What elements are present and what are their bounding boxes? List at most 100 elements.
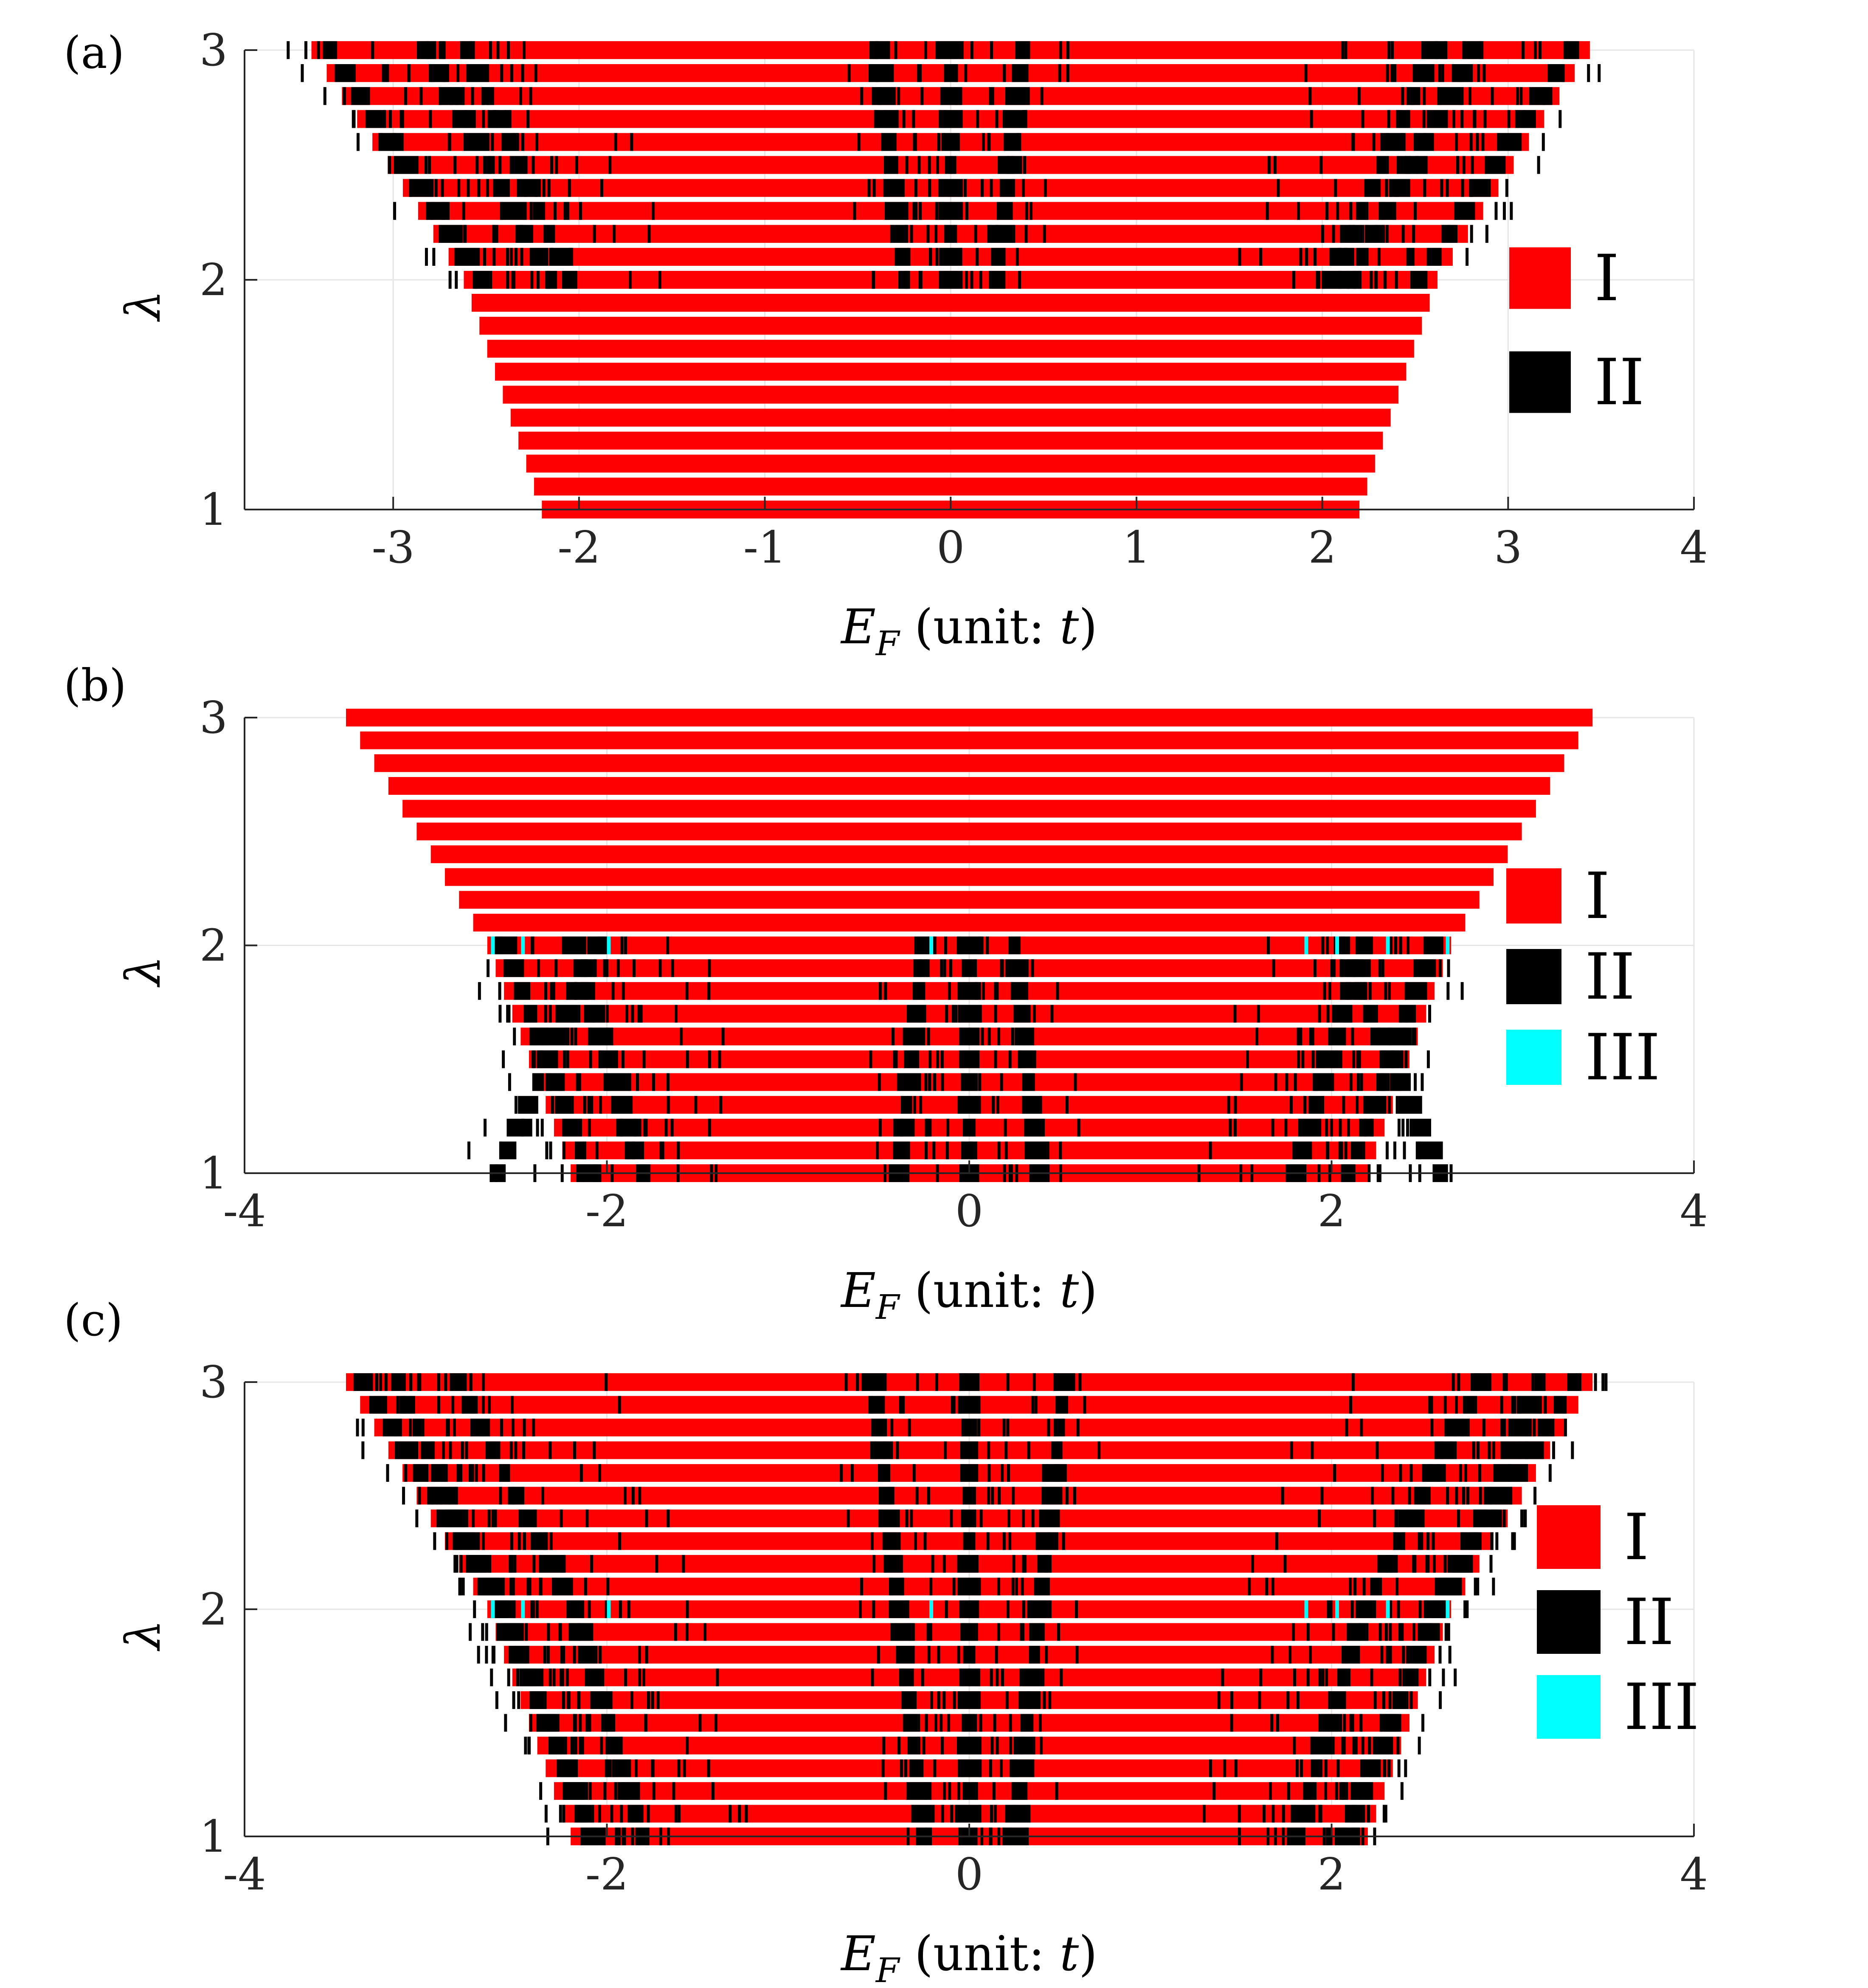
bar-separator — [1393, 1532, 1396, 1550]
bar-region-II — [957, 1691, 981, 1709]
bar-separator — [962, 1373, 966, 1391]
bar-separator — [914, 202, 917, 220]
bar-separator — [1373, 1509, 1376, 1527]
bar-separator — [1404, 982, 1408, 1000]
bar-separator — [1016, 133, 1019, 151]
bar-separator — [907, 248, 911, 266]
bar-separator — [1506, 1464, 1510, 1482]
bar-separator — [534, 1509, 537, 1527]
bar-separator — [667, 1096, 670, 1114]
bar-separator — [1539, 1396, 1542, 1414]
bar-separator — [301, 64, 304, 82]
bar-separator — [968, 1668, 971, 1687]
bar-separator — [396, 1396, 399, 1414]
bar-separator — [1387, 41, 1391, 59]
bar-row-lambda-1.20 — [539, 1782, 1404, 1800]
bar-separator — [1027, 1805, 1031, 1823]
bar-region-III — [1386, 936, 1390, 955]
legend-label-II: II — [1624, 1585, 1674, 1659]
bar-separator — [896, 1441, 899, 1459]
bar-region-II — [1034, 1577, 1050, 1596]
bar-row-lambda-1.50 — [504, 1714, 1424, 1732]
bar-region-II — [961, 1714, 977, 1732]
bar-region-I — [374, 754, 1564, 772]
bar-separator — [1473, 110, 1477, 128]
bar-separator — [1477, 64, 1480, 82]
bar-separator — [1349, 202, 1353, 220]
bar-separator — [1402, 1646, 1405, 1664]
bar-separator — [920, 1028, 924, 1046]
bar-separator — [1440, 1441, 1444, 1459]
bar-region-II — [450, 1373, 467, 1391]
bar-separator — [1370, 1118, 1373, 1137]
bar-row-lambda-1.20 — [526, 454, 1375, 473]
bar-separator — [1311, 1028, 1314, 1046]
bar-separator — [534, 64, 537, 82]
bar-separator — [535, 179, 538, 197]
bar-separator — [928, 156, 931, 174]
bar-separator — [1454, 1668, 1457, 1687]
bar-separator — [991, 1487, 994, 1505]
bar-separator — [1066, 41, 1069, 59]
bar-separator — [527, 1737, 531, 1754]
bar-separator — [905, 156, 909, 174]
bar-separator — [480, 1419, 484, 1436]
x-axis-label: EF (unit: t) — [840, 1263, 1097, 1327]
bar-separator — [453, 156, 457, 174]
bar-separator — [579, 1714, 582, 1732]
bar-separator — [1443, 1396, 1447, 1414]
x-axis-label-close: ) — [1079, 1263, 1097, 1318]
bar-separator — [1293, 1737, 1296, 1754]
bar-separator — [1263, 1805, 1266, 1823]
bar-separator — [1477, 1441, 1480, 1459]
bar-region-II — [1041, 1487, 1063, 1505]
bar-separator — [1413, 1555, 1417, 1573]
bar-separator — [911, 1691, 915, 1709]
bar-separator — [1471, 156, 1474, 174]
bar-separator — [1455, 133, 1458, 151]
bar-separator — [963, 1782, 966, 1800]
bar-separator — [859, 1600, 862, 1618]
bar-separator — [1537, 156, 1540, 174]
bar-separator — [529, 1714, 532, 1732]
bar-separator — [1062, 1532, 1065, 1550]
bar-separator — [1502, 1509, 1506, 1527]
bar-separator — [1334, 179, 1337, 197]
bar-separator — [869, 1050, 872, 1068]
bar-region-II — [1328, 1028, 1346, 1046]
bar-separator — [1429, 1464, 1433, 1482]
bar-region-II — [1389, 179, 1410, 197]
bar-separator — [442, 64, 446, 82]
bar-separator — [917, 64, 920, 82]
bar-separator — [559, 1073, 562, 1091]
bar-separator — [515, 225, 519, 243]
bar-separator — [512, 1623, 515, 1641]
bar-separator — [441, 1464, 444, 1482]
bar-separator — [470, 1396, 474, 1414]
bar-separator — [520, 225, 523, 243]
bar-separator — [1066, 64, 1069, 82]
bar-separator — [603, 959, 606, 977]
bar-separator — [906, 1600, 909, 1618]
bar-separator — [729, 1805, 732, 1823]
bar-separator — [996, 982, 999, 1000]
bar-separator — [945, 1600, 948, 1618]
bar-region-III — [607, 936, 611, 955]
bar-separator — [1383, 1759, 1386, 1777]
bar-separator — [1022, 179, 1025, 197]
bar-separator — [970, 270, 973, 289]
bar-region-I — [360, 731, 1578, 749]
bar-separator — [1386, 133, 1390, 151]
bar-region-II — [1484, 156, 1506, 174]
bar-separator — [1333, 1005, 1336, 1023]
bar-separator — [1030, 202, 1033, 220]
bar-separator — [549, 1668, 552, 1687]
bar-separator — [1447, 959, 1450, 977]
bar-separator — [430, 1441, 433, 1459]
bar-separator — [547, 179, 551, 197]
bar-region-II — [1329, 248, 1354, 266]
bar-region-II — [906, 1782, 932, 1800]
bar-separator — [990, 41, 993, 59]
bar-separator — [461, 1577, 465, 1596]
bar-separator — [343, 87, 346, 105]
